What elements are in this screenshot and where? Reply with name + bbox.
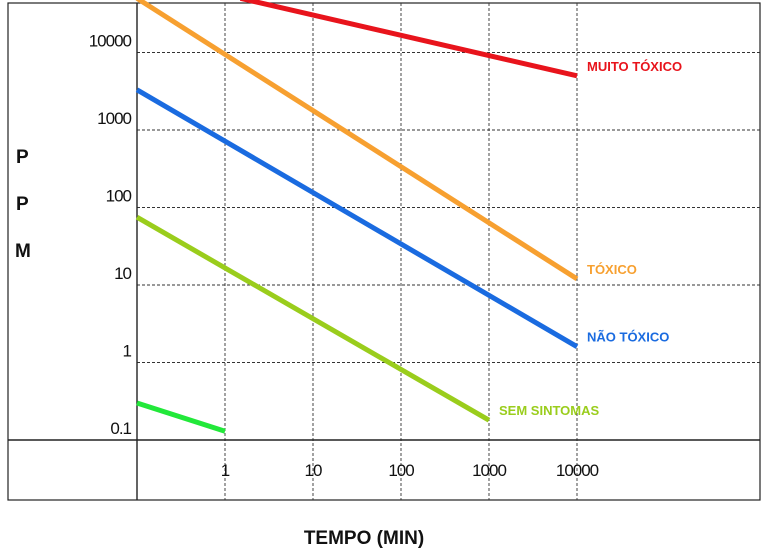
y-tick-label: 100 bbox=[106, 187, 132, 206]
series-label: NÃO TÓXICO bbox=[587, 330, 669, 345]
y-tick-labels: 10000 1000 100 10 1 0.1 bbox=[89, 32, 133, 439]
y-tick-label: 1 bbox=[123, 342, 132, 361]
x-tick-label: 10 bbox=[305, 461, 322, 480]
series-lines bbox=[135, 0, 579, 434]
x-tick-label: 10000 bbox=[556, 461, 599, 480]
plot-frame bbox=[7, 2, 761, 501]
y-tick-label: 10 bbox=[114, 264, 131, 283]
axes bbox=[8, 3, 760, 500]
y-tick-label: 10000 bbox=[89, 32, 132, 51]
y-axis-letter: M bbox=[15, 241, 31, 262]
x-tick-label: 1000 bbox=[472, 461, 506, 480]
series-line bbox=[135, 0, 579, 282]
x-axis-title: TEMPO (MIN) bbox=[304, 528, 424, 549]
series-label: SEM SINTOMAS bbox=[499, 403, 599, 418]
series-line bbox=[136, 400, 226, 434]
y-tick-label: 1000 bbox=[97, 109, 131, 128]
y-axis-letter: P bbox=[16, 194, 29, 215]
x-tick-labels: 1 10 100 1000 10000 bbox=[221, 461, 600, 480]
series-line bbox=[135, 215, 491, 423]
y-axis-letter: P bbox=[16, 147, 29, 168]
y-axis-title: P P M bbox=[15, 147, 31, 262]
series-line bbox=[135, 87, 579, 349]
x-tick-label: 1 bbox=[221, 461, 230, 480]
grid bbox=[137, 3, 760, 500]
series-labels: MUITO TÓXICO TÓXICO NÃO TÓXICO SEM SINTOMAS bbox=[499, 59, 682, 418]
y-tick-label: 0.1 bbox=[110, 419, 131, 438]
x-tick-label: 100 bbox=[388, 461, 414, 480]
series-line bbox=[239, 0, 578, 79]
series-label: TÓXICO bbox=[587, 262, 637, 277]
series-label: MUITO TÓXICO bbox=[587, 59, 682, 74]
